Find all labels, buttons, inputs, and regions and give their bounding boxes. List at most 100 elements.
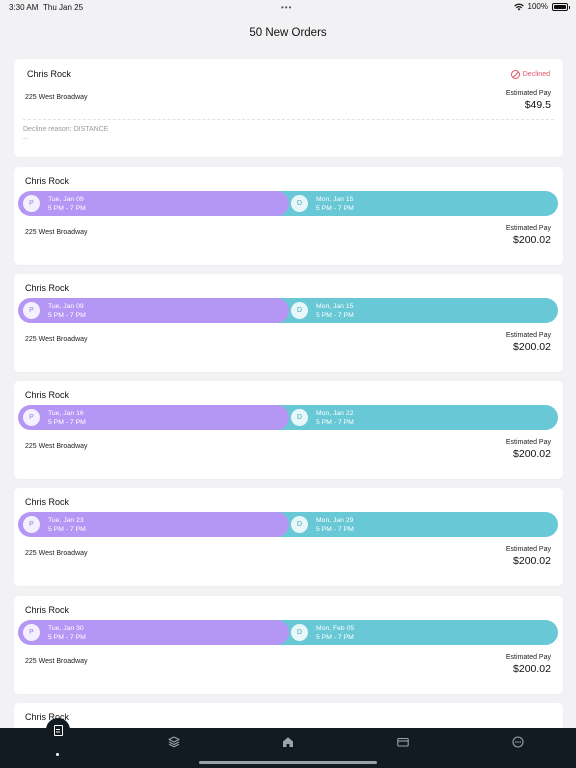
pickup-segment: P Tue, Jan 09 5 PM - 7 PM <box>18 191 289 216</box>
decline-reason: Decline reason: DISTANCE <box>23 126 109 133</box>
dropoff-time: 5 PM - 7 PM <box>316 633 354 641</box>
customer-name: Chris Rock <box>25 176 70 186</box>
schedule-timeline: P Tue, Jan 09 5 PM - 7 PM D Mon, Jan 15 5 … <box>18 191 558 216</box>
order-address: 225 West Broadway <box>25 94 88 101</box>
divider <box>23 119 554 120</box>
page-title: 50 New Orders <box>249 27 327 39</box>
customer-name: Chris Rock <box>25 605 70 615</box>
dropoff-time: 5 PM - 7 PM <box>316 204 354 212</box>
pay-value: $200.02 <box>513 234 551 246</box>
dropoff-badge: D <box>291 624 308 641</box>
pay-label: Estimated Pay <box>505 546 551 553</box>
pickup-time: 5 PM - 7 PM <box>48 633 86 641</box>
status-bar: 3:30 AM Thu Jan 25 ••• 100% <box>0 0 576 16</box>
customer-name: Chris Rock <box>25 497 70 507</box>
declined-status: Declined <box>510 70 550 79</box>
order-address: 225 West Broadway <box>25 443 88 450</box>
customer-name: Chris Rock <box>25 390 70 400</box>
dropoff-time: 5 PM - 7 PM <box>316 311 354 319</box>
pay-value: $49.5 <box>524 99 551 111</box>
pickup-badge: P <box>23 624 40 641</box>
dropoff-time: 5 PM - 7 PM <box>316 418 354 426</box>
tab-bar <box>0 718 576 768</box>
order-address: 225 West Broadway <box>25 229 88 236</box>
dropoff-badge: D <box>291 516 308 533</box>
active-tab-indicator <box>56 753 59 756</box>
order-card[interactable]: Chris Rock P Tue, Jan 30 5 PM - 7 PM D Mo… <box>14 596 563 694</box>
card-icon[interactable] <box>396 735 410 749</box>
declined-label: Declined <box>522 71 550 78</box>
pickup-badge: P <box>23 302 40 319</box>
pickup-badge: P <box>23 516 40 533</box>
dropoff-badge: D <box>291 302 308 319</box>
pickup-time: 5 PM - 7 PM <box>48 525 86 533</box>
order-address: 225 West Broadway <box>25 336 88 343</box>
schedule-timeline: P Tue, Jan 23 5 PM - 7 PM D Mon, Jan 29 5 … <box>18 512 558 537</box>
home-indicator[interactable] <box>199 761 377 764</box>
order-card[interactable]: Chris Rock P Tue, Jan 09 5 PM - 7 PM D Mo… <box>14 167 563 265</box>
pay-label: Estimated Pay <box>505 332 551 339</box>
pay-value: $200.02 <box>513 663 551 675</box>
pickup-badge: P <box>23 409 40 426</box>
pickup-date: Tue, Jan 23 <box>48 516 84 524</box>
schedule-timeline: P Tue, Jan 16 5 PM - 7 PM D Mon, Jan 22 5 … <box>18 405 558 430</box>
multitasking-dots-icon[interactable]: ••• <box>281 3 293 12</box>
ban-icon <box>510 70 520 79</box>
pickup-time: 5 PM - 7 PM <box>48 311 86 319</box>
schedule-timeline: P Tue, Jan 09 5 PM - 7 PM D Mon, Jan 15 5 … <box>18 298 558 323</box>
pickup-segment: P Tue, Jan 16 5 PM - 7 PM <box>18 405 289 430</box>
pickup-date: Tue, Jan 09 <box>48 195 84 203</box>
dropoff-segment: D Mon, Jan 15 5 PM - 7 PM <box>277 191 558 216</box>
dropoff-segment: D Mon, Jan 29 5 PM - 7 PM <box>277 512 558 537</box>
pickup-date: Tue, Jan 16 <box>48 409 84 417</box>
dropoff-date: Mon, Jan 15 <box>316 302 354 310</box>
pay-label: Estimated Pay <box>505 225 551 232</box>
order-card[interactable]: Chris Rock P Tue, Jan 16 5 PM - 7 PM D Mo… <box>14 381 563 479</box>
order-address: 225 West Broadway <box>25 550 88 557</box>
pickup-segment: P Tue, Jan 09 5 PM - 7 PM <box>18 298 289 323</box>
wifi-icon <box>513 3 524 10</box>
pay-value: $200.02 <box>513 341 551 353</box>
document-icon <box>53 724 63 736</box>
pay-label: Estimated Pay <box>505 90 551 97</box>
pay-label: Estimated Pay <box>505 654 551 661</box>
declined-order-card[interactable]: Chris Rock Declined 225 West Broadway Es… <box>14 59 563 157</box>
order-address: 225 West Broadway <box>25 658 88 665</box>
layers-icon[interactable] <box>167 735 181 749</box>
dropoff-segment: D Mon, Feb 05 5 PM - 7 PM <box>277 620 558 645</box>
pickup-segment: P Tue, Jan 30 5 PM - 7 PM <box>18 620 289 645</box>
pay-value: $200.02 <box>513 448 551 460</box>
dropoff-date: Mon, Jan 29 <box>316 516 354 524</box>
dropoff-segment: D Mon, Jan 22 5 PM - 7 PM <box>277 405 558 430</box>
decline-note: -- <box>23 136 28 143</box>
battery-icon <box>552 2 570 11</box>
dropoff-badge: D <box>291 409 308 426</box>
pay-value: $200.02 <box>513 555 551 567</box>
dropoff-date: Mon, Jan 22 <box>316 409 354 417</box>
schedule-timeline: P Tue, Jan 30 5 PM - 7 PM D Mon, Feb 05 5 … <box>18 620 558 645</box>
status-time: 3:30 AM <box>9 3 39 12</box>
status-right: 100% <box>513 2 570 11</box>
order-card[interactable]: Chris Rock P Tue, Jan 23 5 PM - 7 PM D Mo… <box>14 488 563 586</box>
customer-name: Chris Rock <box>27 69 72 79</box>
pickup-date: Tue, Jan 30 <box>48 624 84 632</box>
dropoff-date: Mon, Feb 05 <box>316 624 355 632</box>
pickup-date: Tue, Jan 09 <box>48 302 84 310</box>
pay-label: Estimated Pay <box>505 439 551 446</box>
customer-name: Chris Rock <box>25 712 70 722</box>
dropoff-date: Mon, Jan 15 <box>316 195 354 203</box>
home-icon[interactable] <box>281 735 295 749</box>
status-date: Thu Jan 25 <box>43 3 84 12</box>
tab-orders[interactable] <box>46 718 70 742</box>
more-icon[interactable] <box>511 735 525 749</box>
dropoff-badge: D <box>291 195 308 212</box>
dropoff-time: 5 PM - 7 PM <box>316 525 354 533</box>
battery-percent: 100% <box>527 2 548 11</box>
pickup-time: 5 PM - 7 PM <box>48 204 86 212</box>
pickup-segment: P Tue, Jan 23 5 PM - 7 PM <box>18 512 289 537</box>
customer-name: Chris Rock <box>25 283 70 293</box>
pickup-time: 5 PM - 7 PM <box>48 418 86 426</box>
order-card[interactable]: Chris Rock P Tue, Jan 09 5 PM - 7 PM D Mo… <box>14 274 563 372</box>
pickup-badge: P <box>23 195 40 212</box>
dropoff-segment: D Mon, Jan 15 5 PM - 7 PM <box>277 298 558 323</box>
